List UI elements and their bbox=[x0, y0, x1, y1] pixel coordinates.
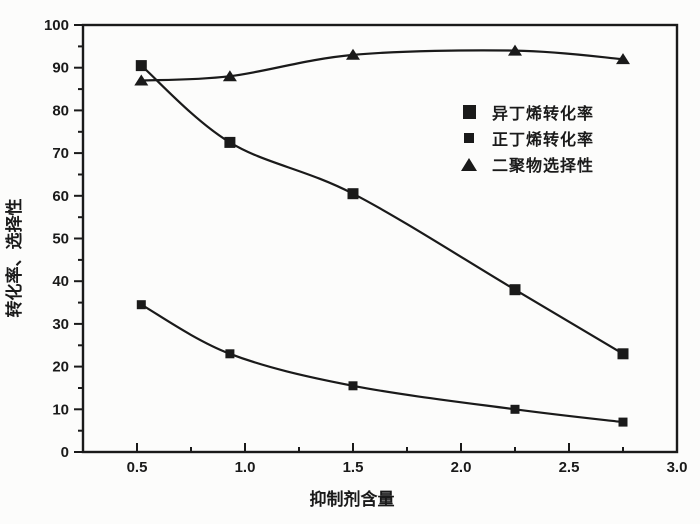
y-tick-label: 10 bbox=[52, 401, 69, 418]
legend: 异丁烯转化率 正丁烯转化率 二聚物选择性 bbox=[458, 101, 594, 175]
y-tick-label: 90 bbox=[52, 60, 69, 77]
y-tick-label: 80 bbox=[52, 102, 69, 119]
y-axis-label: 转化率、选择性 bbox=[4, 199, 24, 318]
y-tick-label: 100 bbox=[44, 17, 69, 34]
data-point-square-marker bbox=[225, 349, 235, 359]
series-curve bbox=[141, 49, 624, 82]
legend-item-dimer-selectivity: 二聚物选择性 bbox=[458, 153, 594, 175]
x-tick-label: 1.5 bbox=[343, 459, 364, 476]
data-point-square-marker bbox=[136, 300, 146, 310]
plot-area: 0.5 1.0 1.5 2.0 2.5 3.0 0 10 20 30 40 50 60 70 80 90 100 bbox=[44, 17, 687, 476]
legend-label: 二聚物选择性 bbox=[492, 158, 595, 175]
x-tick-label: 2.0 bbox=[451, 459, 472, 476]
data-point-square-marker bbox=[348, 381, 358, 391]
data-point-square-marker bbox=[618, 417, 628, 427]
small-square-marker-icon bbox=[464, 133, 474, 143]
y-tick-label: 0 bbox=[61, 444, 69, 461]
data-point-square-marker bbox=[135, 60, 147, 72]
triangle-marker-icon bbox=[461, 157, 477, 171]
x-tick-label: 0.5 bbox=[127, 459, 148, 476]
data-point-square-marker bbox=[509, 284, 521, 296]
data-point-triangle-marker bbox=[508, 44, 522, 56]
data-point-square-marker bbox=[510, 404, 520, 414]
x-axis-label: 抑制剂含量 bbox=[310, 489, 395, 509]
legend-label: 正丁烯转化率 bbox=[492, 132, 595, 149]
legend-item-isobutylene-conversion: 异丁烯转化率 bbox=[458, 101, 594, 123]
data-point-square-marker bbox=[617, 348, 629, 360]
plot-frame bbox=[81, 23, 679, 454]
y-tick-label: 70 bbox=[52, 145, 69, 162]
series-curve bbox=[140, 303, 624, 424]
data-point-triangle-marker bbox=[222, 70, 237, 82]
data-point-triangle-marker bbox=[346, 48, 360, 60]
y-tick-label: 60 bbox=[52, 188, 69, 205]
legend-item-nbutene-conversion: 正丁烯转化率 bbox=[458, 127, 594, 149]
legend-label: 异丁烯转化率 bbox=[492, 106, 595, 123]
data-point-square-marker bbox=[224, 136, 236, 148]
data-point-triangle-marker bbox=[134, 74, 149, 86]
y-tick-label: 30 bbox=[52, 316, 69, 333]
y-tick-label: 40 bbox=[52, 273, 69, 290]
y-tick-label: 20 bbox=[52, 359, 69, 376]
y-tick-label: 50 bbox=[52, 231, 69, 248]
x-tick-label: 1.0 bbox=[235, 459, 256, 476]
data-point-triangle-marker bbox=[616, 53, 630, 65]
data-point-square-marker bbox=[347, 188, 359, 200]
x-tick-label: 2.5 bbox=[559, 459, 580, 476]
x-tick-label: 3.0 bbox=[667, 459, 688, 476]
large-square-marker-icon bbox=[462, 105, 476, 119]
